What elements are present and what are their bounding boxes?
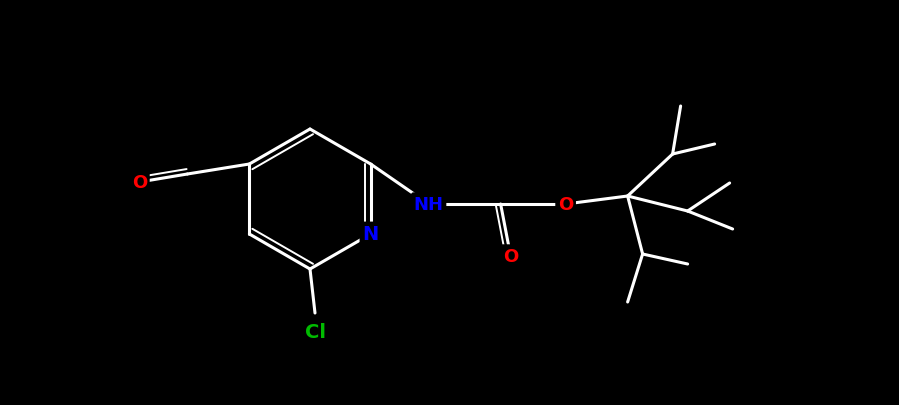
Text: O: O <box>558 196 574 213</box>
Text: N: N <box>362 225 378 244</box>
Text: O: O <box>132 174 147 192</box>
Text: O: O <box>503 247 518 265</box>
Text: NH: NH <box>414 196 443 213</box>
Text: Cl: Cl <box>305 322 325 341</box>
